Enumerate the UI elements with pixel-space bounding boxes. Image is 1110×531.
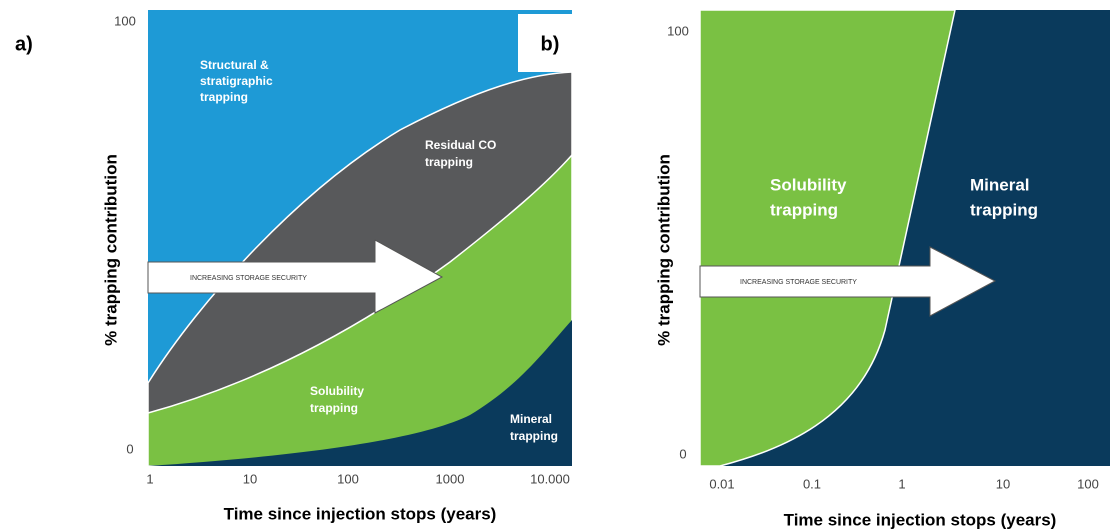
region-label: Mineral — [510, 412, 552, 426]
inset-label: b) — [541, 33, 560, 55]
mineral-area — [148, 320, 572, 466]
region-label: trapping — [970, 200, 1038, 219]
y-axis-label: % trapping contribution — [654, 154, 673, 346]
x-tick: 10.000 — [530, 471, 570, 486]
x-tick: 1 — [898, 476, 905, 491]
region-label: stratigraphic — [200, 74, 273, 88]
region-label: Residual CO — [425, 138, 496, 152]
region-label: Mineral — [970, 175, 1030, 194]
region-label: Solubility — [770, 175, 847, 194]
arrow — [699, 246, 997, 317]
arrow — [147, 239, 444, 314]
x-tick: 1 — [146, 471, 153, 486]
region-label: trapping — [310, 401, 358, 415]
x-tick: 0.01 — [709, 476, 734, 491]
x-tick: 0.1 — [803, 476, 821, 491]
x-tick: 10 — [243, 471, 257, 486]
x-tick: 1000 — [436, 471, 465, 486]
y-tick: 100 — [667, 23, 689, 38]
arrow-text: INCREASING STORAGE SECURITY — [190, 275, 307, 282]
x-tick: 100 — [1077, 476, 1099, 491]
y-tick: 0 — [126, 441, 133, 456]
x-axis-label: Time since injection stops (years) — [224, 504, 497, 523]
y-tick: 100 — [114, 13, 136, 28]
inset-box — [518, 14, 572, 72]
region-label: trapping — [425, 155, 473, 169]
arrow-text: INCREASING STORAGE SECURITY — [740, 279, 857, 286]
panel-a: b) INCREASING STORAGE SECURITY a) % trap… — [15, 10, 573, 523]
x-tick: 10 — [996, 476, 1010, 491]
solubility-area — [699, 9, 956, 467]
x-tick: 100 — [337, 471, 359, 486]
solubility-area — [147, 153, 573, 467]
region-label: trapping — [510, 429, 558, 443]
region-label: Structural & — [200, 58, 269, 72]
y-axis-label: % trapping contribution — [101, 154, 120, 346]
panel-b: INCREASING STORAGE SECURITY % trapping c… — [654, 9, 1110, 529]
y-tick: 0 — [679, 446, 686, 461]
region-label: trapping — [770, 200, 838, 219]
panel-label: a) — [15, 33, 33, 55]
x-axis-label: Time since injection stops (years) — [784, 510, 1057, 529]
region-label: Solubility — [310, 384, 364, 398]
region-label: trapping — [200, 90, 248, 104]
